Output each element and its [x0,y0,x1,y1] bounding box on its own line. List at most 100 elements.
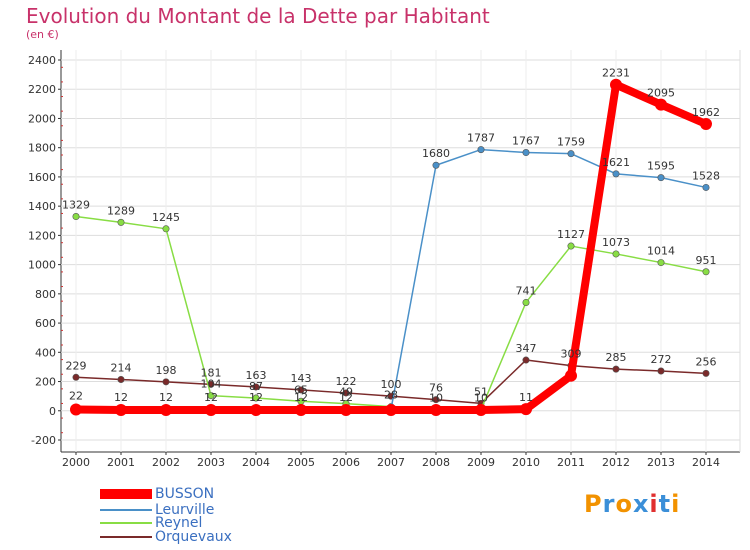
y-tick-label: -200 [31,434,56,447]
legend-label-busson: BUSSON [155,485,215,502]
data-point-reynel [252,394,260,402]
data-label-reynel: 104 [201,378,222,391]
data-label-reynel: 87 [249,380,263,393]
data-label-orquevaux: 51 [474,385,488,398]
data-label-reynel: 65 [294,383,308,396]
data-label-reynel: 1329 [62,199,90,212]
data-label-leurville: 12 [339,391,353,404]
data-label-reynel: 1073 [602,236,630,249]
data-label-reynel: 1014 [647,245,675,258]
data-label-leurville: 1528 [692,169,720,182]
legend-item-busson: BUSSON [100,486,214,501]
data-label-orquevaux: 181 [201,366,222,379]
proxiti-logo: Proxiti [584,490,680,518]
data-point-busson [430,404,442,417]
data-point-busson [520,403,532,416]
legend-label-orquevaux: Orquevaux [155,528,232,545]
x-tick-label: 2009 [467,456,495,469]
data-label-reynel: 1245 [152,211,180,224]
chart-unit: (en €) [26,28,59,41]
y-tick-label: 2400 [28,54,56,67]
data-label-reynel: 10 [474,391,488,404]
data-point-reynel [72,213,80,221]
legend-item-leurville: Leurville [100,502,214,517]
data-point-reynel [657,259,665,267]
data-label-leurville: 22 [69,390,83,403]
data-point-leurville [432,161,440,169]
data-point-orquevaux [72,373,80,381]
legend-label-reynel: Reynel [155,514,203,531]
x-tick-label: 2011 [557,456,585,469]
data-point-orquevaux [117,375,125,383]
legend-label-leurville: Leurville [155,501,215,518]
data-label-orquevaux: 163 [246,369,267,382]
data-point-busson [70,403,82,416]
data-label-leurville: 12 [114,391,128,404]
data-point-orquevaux [252,383,260,391]
data-point-orquevaux [612,365,620,373]
data-point-reynel [612,250,620,258]
data-label-orquevaux: 100 [381,378,402,391]
data-point-leurville [567,150,575,158]
x-tick-label: 2003 [197,456,225,469]
data-label-leurville: 12 [294,391,308,404]
data-label-reynel: 951 [696,254,717,267]
x-tick-label: 2008 [422,456,450,469]
logo-letter: P [584,490,603,518]
data-point-orquevaux [342,389,350,397]
legend-item-orquevaux: Orquevaux [100,529,232,544]
data-point-orquevaux [432,396,440,404]
x-tick-label: 2001 [107,456,135,469]
data-point-busson [115,404,127,417]
logo-letter: t [658,490,672,518]
x-tick-label: 2005 [287,456,315,469]
x-tick-label: 2010 [512,456,540,469]
data-point-reynel [207,392,215,400]
data-label-orquevaux: 198 [156,364,177,377]
logo-letter: x [632,490,650,518]
data-label-leurville: 1787 [467,132,495,145]
data-point-leurville [612,170,620,178]
data-point-busson [250,404,262,417]
x-tick-label: 2004 [242,456,270,469]
data-point-orquevaux [657,367,665,375]
y-tick-label: 800 [35,288,56,301]
data-label-orquevaux: 347 [516,342,537,355]
y-tick-label: 1600 [28,171,56,184]
x-tick-label: 2000 [62,456,90,469]
logo-letter: i [649,490,659,518]
y-tick-label: 1800 [28,142,56,155]
x-tick-label: 2006 [332,456,360,469]
data-point-orquevaux [702,369,710,377]
y-tick-label: 1000 [28,259,56,272]
data-point-busson [295,404,307,417]
data-label-reynel: 1127 [557,228,585,241]
x-tick-label: 2002 [152,456,180,469]
data-label-reynel: 10 [429,391,443,404]
data-label-orquevaux: 272 [651,353,672,366]
data-label-reynel: 1289 [107,204,135,217]
x-tick-label: 2013 [647,456,675,469]
chart-title: Evolution du Montant de la Dette par Hab… [26,4,490,28]
data-label-reynel: 49 [339,386,353,399]
legend-swatch-orquevaux [100,535,152,538]
data-label-busson: 11 [519,391,533,404]
logo-letter: r [602,490,616,518]
legend-swatch-leurville [100,508,152,511]
data-point-busson [205,404,217,417]
legend-swatch-reynel [100,521,152,524]
data-point-busson [160,404,172,417]
data-label-orquevaux: 229 [66,359,87,372]
data-label-leurville: 1621 [602,156,630,169]
data-label-leurville: 1680 [422,147,450,160]
data-point-orquevaux [297,386,305,394]
data-point-busson [475,404,487,417]
data-label-busson: 2095 [647,87,675,100]
data-label-leurville: 1595 [647,160,675,173]
logo-letter: i [671,490,681,518]
data-label-orquevaux: 214 [111,361,132,374]
y-tick-label: 1400 [28,200,56,213]
data-point-leurville [702,183,710,191]
data-point-reynel [567,242,575,250]
